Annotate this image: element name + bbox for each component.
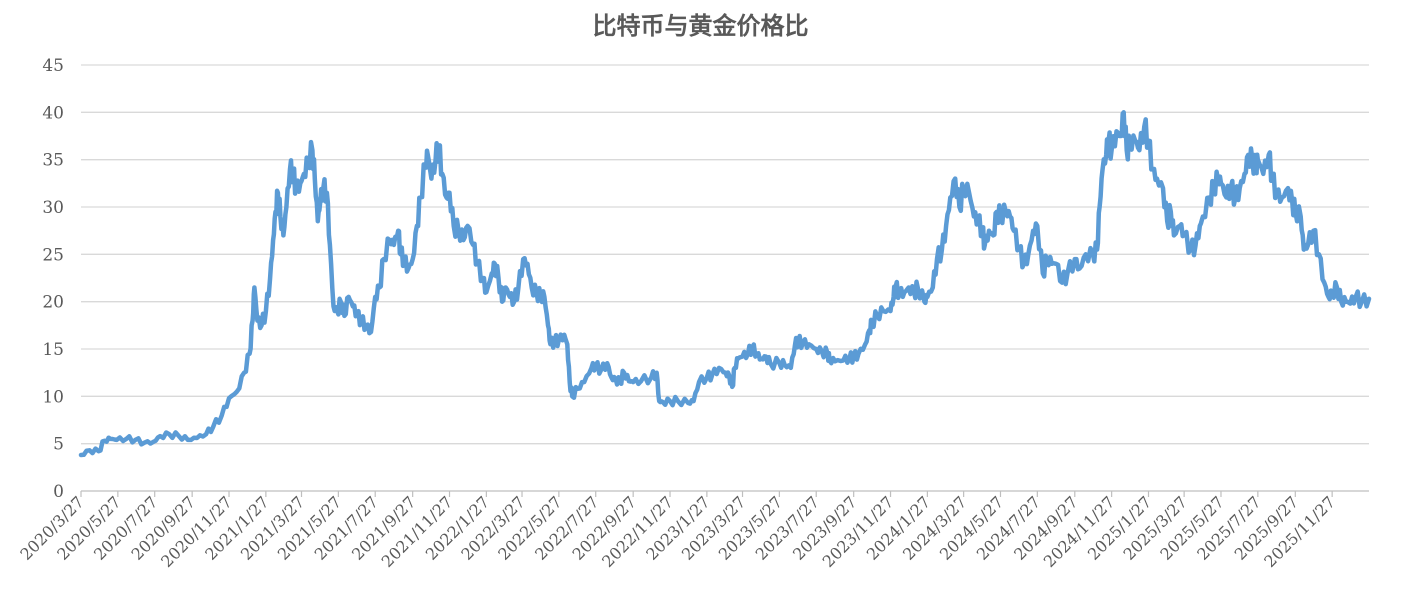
y-tick-label: 0 (53, 482, 64, 502)
y-tick-label: 20 (42, 293, 64, 313)
y-tick-label: 5 (53, 435, 64, 455)
y-tick-label: 45 (42, 56, 64, 76)
grid-lines (81, 64, 1369, 445)
chart-title: 比特币与黄金价格比 (592, 12, 809, 40)
y-tick-label: 40 (42, 103, 64, 123)
x-axis-ticks: 2020/3/272020/5/272020/7/272020/9/272020… (16, 491, 1339, 571)
y-axis-ticks: 0 5 10 15 20 25 30 35 40 45 (42, 56, 64, 502)
y-tick-label: 35 (42, 151, 64, 171)
y-tick-label: 30 (42, 198, 64, 218)
y-tick-label: 10 (42, 387, 64, 407)
series-line-0 (78, 110, 1372, 458)
y-tick-label: 15 (42, 340, 64, 360)
series-layer (78, 110, 1372, 458)
y-tick-label: 25 (42, 245, 64, 265)
